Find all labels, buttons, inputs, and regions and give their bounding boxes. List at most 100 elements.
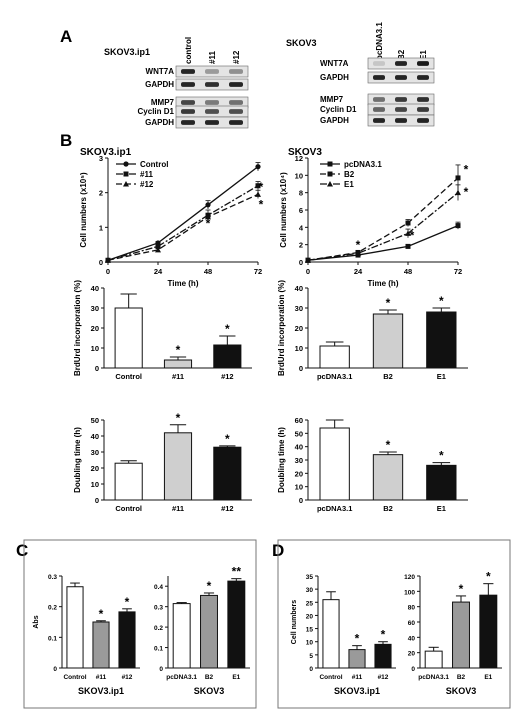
y-tick-label: 1 [99, 223, 103, 232]
bar [319, 345, 350, 369]
category-label: pcDNA3.1 [418, 674, 449, 681]
y-tick-label: 3 [99, 154, 103, 163]
bar [213, 446, 242, 501]
bar [319, 427, 350, 501]
y-tick-label: 25 [306, 600, 314, 607]
blot-band [181, 82, 195, 87]
y-tick-label: 0.1 [48, 635, 57, 642]
panel-c-frame [23, 539, 257, 709]
series-line [107, 166, 259, 261]
bar [372, 454, 404, 501]
significance-marker: * [259, 180, 264, 194]
y-tick-label: 20 [408, 651, 416, 658]
y-tick-label: 40 [408, 635, 416, 642]
y-tick-label: 30 [91, 304, 99, 313]
y-tick-label: 0 [99, 258, 103, 267]
data-point [155, 243, 161, 249]
y-tick-label: 10 [295, 171, 303, 180]
y-tick-label: 8 [299, 189, 303, 198]
significance-marker: * [99, 607, 104, 621]
bar [92, 621, 110, 669]
y-tick-label: 10 [295, 483, 303, 492]
blot-row-label: GAPDH [320, 73, 349, 82]
category-label: pcDNA3.1 [317, 372, 352, 381]
y-tick-label: 20 [295, 324, 303, 333]
doubling-time-chart-skov3: 0 10 20 30 40 50 60 Doubling time (h) pcDNA3.1 B2… [277, 416, 468, 513]
legend-label: #11 [140, 170, 153, 179]
category-label: E1 [437, 372, 446, 381]
blot-row-label: Cyclin D1 [320, 105, 357, 114]
bar [426, 311, 457, 369]
y-tick-label: 40 [91, 432, 99, 441]
blot-row-label: GAPDH [145, 118, 174, 127]
significance-marker: * [225, 432, 230, 446]
y-axis-label: BrdUrd incorporation (%) [277, 280, 286, 376]
brdu-chart-skov3: 0 10 20 30 40 BrdUrd incorporation (%) pcDNA3.… [277, 280, 468, 381]
bar [227, 580, 246, 669]
x-tick-label: 0 [106, 267, 110, 276]
legend-label: B2 [344, 170, 355, 179]
data-point [123, 171, 129, 177]
y-tick-label: 30 [306, 587, 314, 594]
data-point [327, 171, 333, 177]
bar [479, 594, 498, 669]
category-label: B2 [457, 674, 466, 681]
data-point [405, 243, 411, 249]
y-tick-label: 5 [309, 653, 313, 660]
y-tick-label: 0 [95, 364, 99, 373]
y-tick-label: 50 [295, 429, 303, 438]
blot-row-label: MMP7 [320, 95, 344, 104]
y-tick-label: 20 [306, 613, 314, 620]
category-label: pcDNA3.1 [317, 504, 352, 513]
blot-row-label: GAPDH [145, 80, 174, 89]
blot-band [181, 109, 195, 114]
category-label: B2 [205, 674, 214, 681]
blot-band [229, 69, 243, 74]
y-tick-label: 40 [295, 443, 303, 452]
data-point [455, 223, 461, 229]
significance-marker: ** [232, 565, 242, 579]
significance-marker: * [464, 185, 469, 199]
significance-marker: * [225, 322, 230, 336]
y-tick-label: 4 [299, 223, 304, 232]
data-point [205, 202, 211, 208]
y-tick-label: 80 [408, 605, 416, 612]
bar [426, 464, 457, 501]
y-tick-label: 20 [91, 464, 99, 473]
blot-lane-label: pcDNA3.1 [375, 22, 384, 60]
blot-lane-label: B2 [397, 49, 406, 60]
y-tick-label: 15 [306, 627, 314, 634]
y-tick-label: 40 [91, 284, 99, 293]
y-axis-label: BrdUrd incorporation (%) [73, 280, 82, 376]
blot-band [395, 97, 407, 102]
blot-band [395, 75, 407, 80]
y-tick-label: 20 [91, 324, 99, 333]
data-point [327, 181, 333, 187]
panel-label-b: B [60, 131, 72, 150]
significance-marker: * [386, 296, 391, 310]
category-label: Control [115, 372, 142, 381]
x-axis-label: SKOV3 [194, 686, 225, 696]
significance-marker: * [207, 579, 212, 593]
y-tick-label: 0 [299, 496, 303, 505]
data-point [255, 164, 261, 170]
x-axis-label: Time (h) [168, 279, 199, 288]
category-label: #12 [122, 674, 133, 681]
series-line [307, 224, 459, 261]
x-tick-label: 48 [404, 267, 412, 276]
y-tick-label: 35 [306, 574, 314, 581]
category-label: Control [115, 504, 142, 513]
chart-title: SKOV3.ip1 [80, 147, 132, 158]
x-axis-label: SKOV3.ip1 [78, 686, 124, 696]
data-point [205, 213, 211, 220]
legend-label: pcDNA3.1 [344, 160, 382, 169]
blot-cell-line-label: SKOV3.ip1 [104, 47, 150, 57]
data-point [405, 220, 411, 226]
blot-band [395, 107, 407, 112]
brdu-chart-skov3ip1: 0 10 20 30 40 BrdUrd incorporation (%) Control… [73, 280, 252, 381]
significance-marker: * [386, 438, 391, 452]
category-label: B2 [383, 504, 393, 513]
abs-chart-skov3: 0 0.1 0.2 0.3 0.4 SKOV3 pcDNA3.1 B2 * E1 ** [154, 565, 250, 696]
